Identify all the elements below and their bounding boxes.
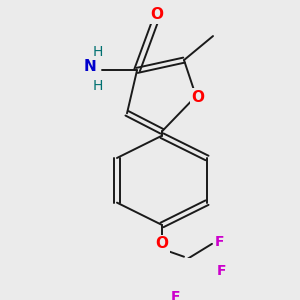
Text: O: O <box>191 89 205 104</box>
Text: F: F <box>217 264 227 278</box>
Text: F: F <box>171 290 181 300</box>
Text: F: F <box>215 235 225 249</box>
Text: O: O <box>155 236 169 251</box>
Text: H: H <box>93 79 103 93</box>
Text: N: N <box>84 58 96 74</box>
Text: O: O <box>151 7 164 22</box>
Text: H: H <box>93 44 103 58</box>
